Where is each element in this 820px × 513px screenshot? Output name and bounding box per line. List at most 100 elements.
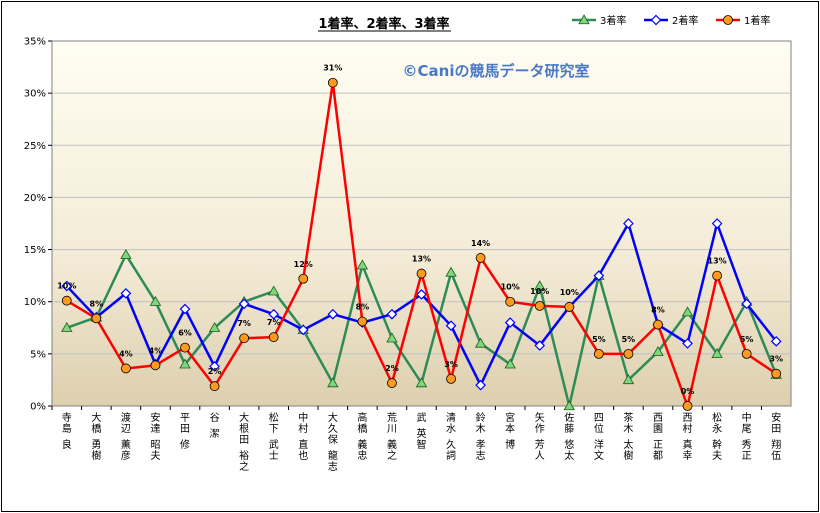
y-tick-label: 0% — [30, 402, 46, 413]
data-label: 2% — [385, 364, 399, 373]
legend-label: 2着率 — [672, 14, 698, 27]
series-group — [61, 77, 782, 411]
data-point — [121, 363, 131, 374]
data-label: 4% — [119, 349, 133, 358]
series-circle — [61, 77, 782, 411]
data-point — [61, 321, 73, 332]
data-label: 8% — [651, 306, 665, 315]
data-label: 10% — [530, 287, 549, 296]
y-tick-label: 15% — [24, 245, 46, 256]
data-point — [268, 308, 280, 320]
data-point — [505, 296, 516, 307]
data-label: 7% — [237, 319, 251, 328]
data-point — [91, 313, 102, 324]
data-point — [593, 348, 604, 359]
x-tick-label: 中尾 秀正 — [742, 411, 752, 462]
data-point — [327, 377, 339, 388]
x-tick-label: 谷 潔 — [210, 412, 220, 440]
watermark: ©Caniの競馬データ研究室 — [403, 62, 590, 80]
x-tick-label: 高橋 義忠 — [357, 411, 367, 462]
data-point — [446, 373, 456, 384]
data-point — [180, 342, 190, 353]
data-point — [387, 378, 397, 388]
data-point — [475, 379, 486, 391]
data-point — [504, 358, 516, 369]
y-tick-label: 25% — [24, 141, 46, 152]
data-label: 2% — [208, 367, 222, 376]
data-point — [416, 289, 427, 300]
data-point — [741, 298, 753, 310]
data-point — [504, 317, 516, 328]
data-point — [623, 218, 634, 229]
data-point — [238, 298, 250, 310]
data-label: 8% — [356, 303, 370, 312]
data-point — [650, 14, 662, 26]
data-label: 4% — [149, 346, 163, 355]
data-point — [61, 280, 73, 292]
data-point — [149, 295, 162, 306]
data-label: 5% — [622, 335, 636, 344]
data-point — [711, 348, 723, 359]
x-tick-label: 大根田 裕之 — [239, 411, 249, 473]
data-point — [268, 332, 279, 343]
data-point — [534, 340, 546, 351]
data-label: 5% — [740, 335, 754, 344]
x-tick-label: 渡辺 薫彦 — [121, 411, 131, 462]
x-tick-label: 平田 修 — [180, 413, 190, 451]
data-point — [239, 333, 250, 344]
data-point — [534, 300, 545, 311]
data-point — [652, 345, 664, 356]
x-axis-ticks: 寺島 良 大橋 勇樹 渡辺 薫彦 安達 昭夫 平田 修 谷 潔 大根田 裕之 松下 武士 中村 … — [51, 406, 781, 473]
y-axis-ticks: 0% 5% 10% 15% 20% 25% 30% 35% — [24, 37, 52, 413]
data-point — [593, 270, 605, 281]
x-tick-label: 佐藤 悠太 — [564, 412, 574, 462]
data-point — [298, 273, 309, 284]
data-label: 7% — [267, 318, 281, 327]
data-point — [475, 253, 486, 263]
data-point — [563, 400, 575, 411]
data-point — [681, 306, 694, 317]
data-label: 10% — [560, 288, 579, 297]
x-tick-label: 寺島 良 — [62, 412, 72, 451]
data-label: 8% — [90, 299, 104, 308]
data-point — [150, 360, 161, 371]
legend-item: 1着率 — [716, 14, 770, 27]
data-point — [741, 348, 752, 359]
data-point — [327, 308, 339, 320]
x-tick-label: 荒川 義之 — [387, 412, 397, 462]
data-point — [357, 316, 368, 327]
data-point — [356, 259, 369, 270]
data-point — [386, 308, 398, 320]
data-point — [416, 268, 427, 279]
y-tick-label: 35% — [24, 37, 46, 48]
data-point — [622, 374, 635, 385]
legend-label: 3着率 — [600, 14, 626, 27]
y-tick-label: 20% — [24, 193, 46, 204]
x-tick-label: 中村 直也 — [298, 411, 308, 462]
data-point — [209, 361, 220, 372]
data-label: 13% — [708, 257, 727, 266]
legend-item: 3着率 — [572, 14, 626, 27]
data-point — [682, 401, 693, 411]
data-point — [771, 368, 782, 379]
data-point — [120, 248, 132, 259]
data-point — [415, 377, 428, 388]
data-point — [578, 14, 590, 25]
x-tick-label: 西村 真幸 — [683, 413, 693, 462]
data-point — [61, 295, 72, 306]
data-point — [770, 335, 782, 347]
data-point — [208, 321, 221, 332]
x-tick-label: 矢作 芳人 — [535, 411, 545, 462]
data-point — [682, 338, 693, 349]
data-point — [327, 77, 338, 88]
data-point — [297, 324, 309, 336]
data-label: 3% — [769, 355, 783, 364]
data-point — [564, 302, 575, 312]
data-point — [623, 348, 634, 359]
legend: 3着率 2着率 1着率 — [572, 14, 770, 27]
x-tick-label: 茶木 太樹 — [623, 411, 633, 462]
y-tick-label: 5% — [30, 349, 46, 360]
x-tick-label: 大久保 龍志 — [328, 411, 338, 473]
x-tick-label: 安達 昭夫 — [150, 411, 160, 462]
data-labels: 10% 8% 4% 4% 6% 2% 7% 7% 12% 31% 8% 2% 13% 3% 14% 10% 10… — [57, 64, 783, 396]
